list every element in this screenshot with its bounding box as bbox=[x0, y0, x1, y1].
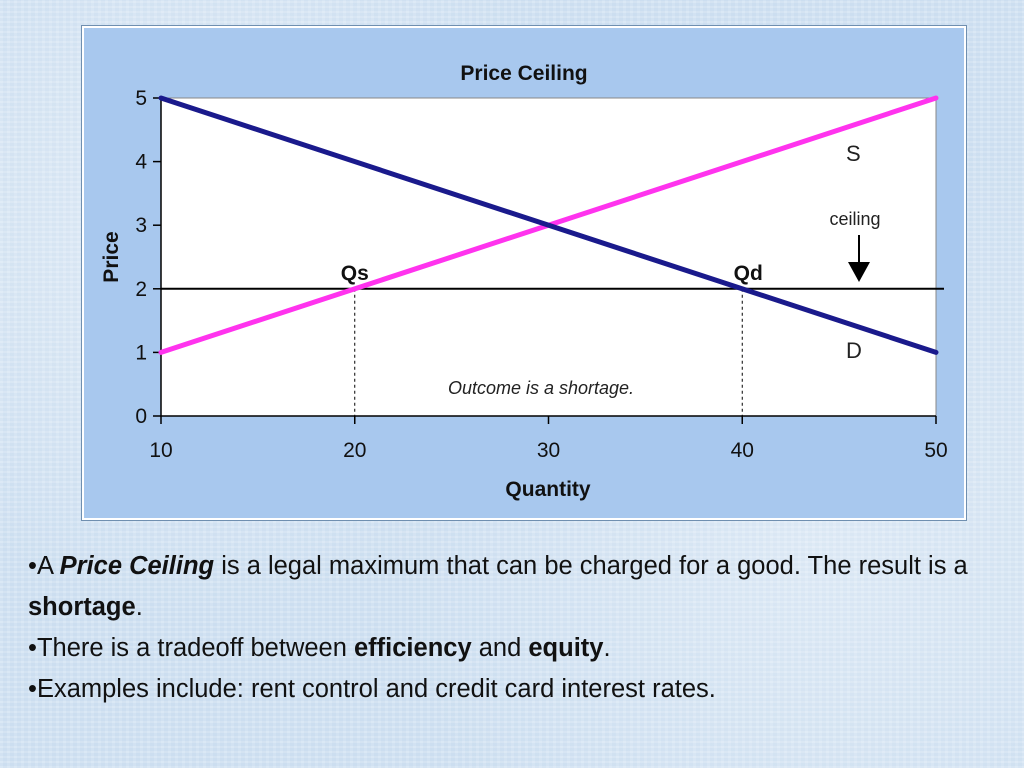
x-tick-label: 40 bbox=[731, 439, 754, 462]
supply-label: S bbox=[846, 141, 861, 166]
x-tick-label: 50 bbox=[924, 439, 947, 462]
bullet-text-segment: shortage bbox=[28, 593, 136, 621]
y-tick-label: 1 bbox=[135, 341, 147, 364]
bullet-marker: • bbox=[28, 634, 37, 662]
bullet-text-segment: equity bbox=[528, 634, 604, 662]
axes-layer: 0 1 2 3 4 5 10 20 30 40 50 bbox=[135, 87, 947, 462]
outcome-annotation: Outcome is a shortage. bbox=[448, 378, 634, 398]
bullet-text-segment: Examples include: rent control and credi… bbox=[36, 675, 716, 703]
guides-layer bbox=[161, 287, 944, 416]
y-tick-label: 3 bbox=[135, 214, 147, 237]
demand-curve bbox=[158, 95, 939, 355]
y-tick-label: 5 bbox=[135, 87, 147, 110]
x-tick-label: 20 bbox=[343, 439, 366, 462]
chart-title: Price Ceiling bbox=[460, 62, 587, 85]
bullet-text-segment: is a legal maximum that can be charged f… bbox=[214, 552, 968, 580]
y-tick-label: 2 bbox=[135, 278, 147, 301]
bullet-item: •There is a tradeoff between efficiency … bbox=[28, 628, 1008, 669]
bullet-text-segment: and bbox=[471, 634, 529, 662]
y-tick-label: 0 bbox=[135, 405, 147, 428]
bullet-marker: • bbox=[28, 675, 37, 703]
y-axis-label: Price bbox=[100, 231, 123, 282]
bullet-text-segment: . bbox=[603, 634, 611, 662]
bullet-item: •Examples include: rent control and cred… bbox=[28, 669, 1008, 710]
annotations-layer: S D ceiling Outcome is a shortage. Qs Qd bbox=[341, 141, 881, 398]
ceiling-arrow-head bbox=[848, 262, 870, 282]
x-tick-label: 10 bbox=[149, 439, 172, 462]
qs-marker-label: Qs bbox=[341, 262, 369, 285]
y-tick-label: 4 bbox=[135, 151, 147, 174]
ceiling-label: ceiling bbox=[829, 209, 880, 229]
demand-label: D bbox=[846, 338, 862, 363]
x-axis-label: Quantity bbox=[505, 478, 590, 501]
bullet-text-segment: Price Ceiling bbox=[59, 552, 215, 580]
plot-area bbox=[160, 97, 937, 417]
qd-marker-label: Qd bbox=[734, 262, 763, 285]
bullet-list: •A Price Ceiling is a legal maximum that… bbox=[28, 546, 1008, 710]
x-tick-label: 30 bbox=[537, 439, 560, 462]
bullet-text-segment: . bbox=[135, 593, 143, 621]
series-layer bbox=[158, 95, 939, 355]
bullet-item: •A Price Ceiling is a legal maximum that… bbox=[28, 546, 1008, 628]
price-ceiling-chart: Price Ceiling Quantity Price 0 1 2 3 4 5 10 20 3… bbox=[84, 28, 964, 518]
bullet-text-segment: There is a tradeoff between bbox=[36, 634, 354, 662]
bullet-text-segment: efficiency bbox=[354, 634, 472, 662]
bullet-marker: • bbox=[28, 552, 37, 580]
chart-frame: Price Ceiling Quantity Price 0 1 2 3 4 5 10 20 3… bbox=[82, 26, 966, 520]
bullet-text-segment: A bbox=[36, 552, 60, 580]
